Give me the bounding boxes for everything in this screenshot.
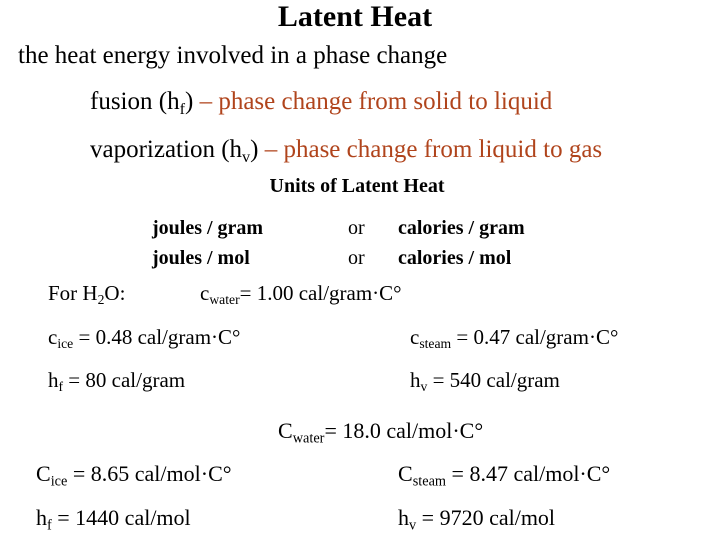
text-part: fusion (h [90,88,180,115]
text-part: h [398,505,409,530]
term: vaporization (hv) [90,136,259,166]
formula: hf = 1440 cal/mol [36,505,191,534]
formula: cwater= 1.00 cal/gram·C° [200,281,402,308]
text-part: O: [104,281,126,305]
formula: hv = 540 cal/gram [410,368,560,395]
water-label: For H2O: [48,281,125,308]
formula: hv = 9720 cal/mol [398,505,555,534]
vaporization-desc: – phase change from liquid to gas [264,136,603,163]
subscript: f [179,99,185,118]
unit: calories / mol [398,247,512,269]
text-part: = 0.47 cal/gram·C° [451,325,619,349]
fusion-line: fusion (hf) – phase change from solid to … [90,88,552,119]
formula: cice = 0.48 cal/gram·C° [48,325,240,352]
text-part: = 1440 cal/mol [51,505,191,530]
text-part: = 9720 cal/mol [416,505,556,530]
unit: joules / mol [152,247,250,269]
formula: csteam = 0.47 cal/gram·C° [410,325,618,352]
fusion-desc: – phase change from solid to liquid [199,88,553,115]
text-part: c [48,325,58,349]
text-part: c [200,281,210,305]
units-heading: Units of Latent Heat [269,175,445,197]
text-part: = 8.65 cal/mol·C° [67,461,232,486]
text-part: h [410,368,421,392]
unit: joules / gram [152,217,264,239]
text-part: ) [250,136,259,163]
text-part: h [48,368,59,392]
vaporization-line: vaporization (hv) – phase change from liq… [90,136,602,167]
text-part: = 80 cal/gram [63,368,186,392]
text-part: C [278,418,293,443]
text-part: For H [48,281,98,305]
definition: the heat energy involved in a phase chan… [18,42,448,69]
subscript: v [242,147,251,166]
subscript: f [47,517,52,534]
subscript: steam [419,336,452,352]
formula: Cwater= 18.0 cal/mol·C° [278,418,483,447]
text-part: = 18.0 cal/mol·C° [324,418,484,443]
unit-or: or [348,247,365,269]
formula: Cice = 8.65 cal/mol·C° [36,461,232,490]
text-part: vaporization (h [90,136,243,163]
subscript: steam [412,473,447,490]
subscript: v [420,379,428,395]
subscript: 2 [97,292,105,308]
text-part: = 0.48 cal/gram·C° [73,325,241,349]
unit: calories / gram [398,217,525,239]
subscript: v [409,517,417,534]
text-part: = 540 cal/gram [427,368,560,392]
text-part: = 8.47 cal/mol·C° [446,461,611,486]
text-part: c [410,325,420,349]
title: Latent Heat [277,0,433,33]
text-part: ) [185,88,194,115]
formula: hf = 80 cal/gram [48,368,185,395]
subscript: ice [50,473,68,490]
subscript: water [292,430,325,447]
text-part: C [36,461,51,486]
text-part: = 1.00 cal/gram·C° [239,281,402,305]
unit-or: or [348,217,365,239]
text-part: C [398,461,413,486]
term: fusion (hf) [90,88,194,118]
subscript: water [209,292,240,308]
text-part: h [36,505,47,530]
formula: Csteam = 8.47 cal/mol·C° [398,461,610,490]
subscript: f [58,379,64,395]
subscript: ice [57,336,74,352]
